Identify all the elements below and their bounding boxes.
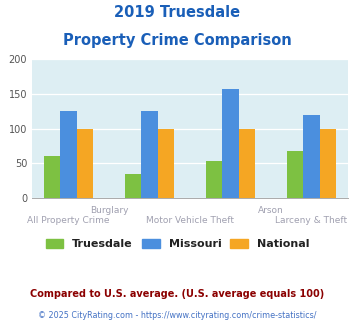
Text: Burglary: Burglary xyxy=(90,206,128,215)
Bar xyxy=(77,129,93,198)
Text: All Property Crime: All Property Crime xyxy=(27,216,110,225)
Text: © 2025 CityRating.com - https://www.cityrating.com/crime-statistics/: © 2025 CityRating.com - https://www.city… xyxy=(38,311,317,320)
Bar xyxy=(125,174,141,198)
Bar xyxy=(303,115,320,198)
Text: Arson: Arson xyxy=(258,206,284,215)
Bar xyxy=(320,129,336,198)
Text: Larceny & Theft: Larceny & Theft xyxy=(275,216,348,225)
Bar xyxy=(287,151,303,198)
Bar xyxy=(158,129,174,198)
Bar xyxy=(44,156,60,198)
Bar xyxy=(141,111,158,198)
Bar xyxy=(60,111,77,198)
Text: 2019 Truesdale: 2019 Truesdale xyxy=(114,5,241,20)
Bar xyxy=(239,129,255,198)
Text: Property Crime Comparison: Property Crime Comparison xyxy=(63,33,292,48)
Legend: Truesdale, Missouri, National: Truesdale, Missouri, National xyxy=(41,234,314,253)
Text: Compared to U.S. average. (U.S. average equals 100): Compared to U.S. average. (U.S. average … xyxy=(31,289,324,299)
Text: Motor Vehicle Theft: Motor Vehicle Theft xyxy=(146,216,234,225)
Bar xyxy=(206,161,222,198)
Bar xyxy=(222,89,239,198)
